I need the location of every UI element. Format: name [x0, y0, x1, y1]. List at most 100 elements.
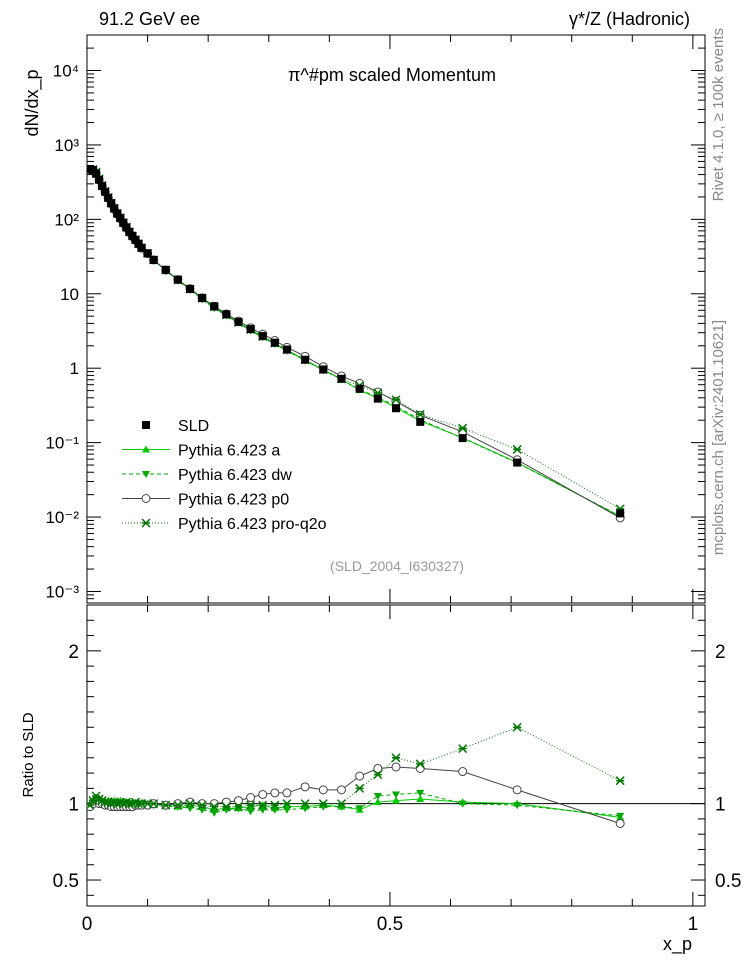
source-label: mcplots.cern.ch [arXiv:2401.10621] [710, 320, 727, 555]
sld-data-point [125, 227, 134, 236]
ratio-series-point [246, 800, 256, 810]
main-plot-frame [86, 34, 706, 604]
main-series-point [391, 396, 401, 406]
ratio-series-point [373, 798, 382, 806]
sld-data-point [616, 509, 625, 518]
ratio-series-point [282, 799, 292, 809]
sld-data-point [143, 249, 152, 258]
sld-data-point [373, 394, 382, 403]
sld-data-point [337, 374, 346, 383]
ratio-series-point [458, 744, 468, 754]
ratio-axis-ticks: 0.5 0.5 1 1 2 2 0 0.5 1 [53, 605, 741, 935]
ratio-series-point [416, 789, 425, 797]
y-tick-label: 10⁻¹ [45, 434, 79, 453]
main-series-point [391, 395, 401, 405]
ratio-series-point [336, 799, 347, 809]
sld-data-point [198, 293, 207, 302]
sld-data-point [270, 338, 279, 347]
ratio-series-point [198, 806, 207, 814]
ratio-y-tick-label: 1 [68, 795, 79, 816]
ratio-series-point [221, 802, 231, 812]
main-plot-panel: 10⁻³ 10⁻² 10⁻¹ 1 10 10² 10³ 10⁴ π^#pm scaled Mo… [22, 34, 706, 604]
ratio-y-tick-label: 0.5 [53, 871, 79, 892]
sld-data-point [355, 384, 364, 393]
ratio-series-point [300, 799, 310, 809]
y-tick-label: 10⁴ [53, 62, 79, 81]
y-tick-label: 10⁻² [45, 508, 79, 527]
ratio-y-tick-label-right: 0.5 [715, 871, 741, 892]
main-y-label: dN/dx_p [22, 69, 43, 136]
ratio-series-point [270, 800, 280, 810]
main-series-line [89, 168, 621, 517]
ratio-series-point [197, 799, 207, 809]
ratio-series-point [355, 783, 365, 793]
ratio-series-point [415, 759, 425, 769]
ratio-series-point [301, 805, 310, 813]
ratio-series-point [149, 799, 159, 809]
sld-data-point [95, 175, 104, 184]
ratio-series-point [373, 792, 382, 800]
ratio-series-point [392, 791, 400, 799]
ratio-series-point [282, 806, 291, 814]
ratio-series-point [391, 753, 401, 763]
ratio-series-point [185, 799, 195, 809]
main-axis-ticks: 10⁻³ 10⁻² 10⁻¹ 1 10 10² 10³ 10⁴ [45, 34, 705, 604]
legend-marker [142, 421, 150, 429]
ratio-series-point [197, 800, 207, 810]
sld-data-point [234, 317, 243, 326]
sld-data-point [98, 182, 107, 191]
ratio-series-point [246, 793, 256, 803]
sld-data-point [210, 302, 219, 311]
main-series-point [512, 444, 522, 454]
ratio-series-point [185, 797, 195, 807]
sld-data-point [513, 458, 522, 467]
ratio-series-point [270, 806, 279, 814]
legend-entry: Pythia 6.423 pro-q2o [178, 516, 327, 533]
y-tick-label: 10 [60, 285, 79, 304]
ratio-series-point [282, 788, 292, 798]
legend-marker [142, 471, 150, 478]
sld-data-point [186, 284, 194, 293]
sld-data-point [282, 345, 291, 354]
ratio-series-point [416, 795, 425, 803]
ratio-series-point [355, 771, 365, 781]
ratio-series-point [373, 763, 383, 773]
ratio-series-point [210, 809, 219, 817]
ratio-series-point [246, 808, 255, 816]
sld-data-point [258, 332, 267, 341]
legend: SLD Pythia 6.423 a Pythia 6.423 dw Pythia 6… [122, 418, 327, 533]
y-tick-label: 10² [54, 210, 79, 229]
sld-data-point [101, 187, 110, 196]
ratio-series-point [615, 818, 625, 828]
sld-data-point [116, 214, 125, 223]
main-series-line [89, 168, 621, 517]
sld-data-point [107, 199, 116, 208]
ratio-series-point [458, 767, 468, 777]
main-series [87, 164, 625, 523]
ratio-y-label: Ratio to SLD [20, 712, 37, 797]
ratio-series-point [318, 785, 328, 795]
ratio-series-point [270, 788, 280, 798]
sld-data-point [113, 209, 122, 218]
ratio-series-point [318, 799, 328, 809]
main-series-line [90, 168, 621, 510]
ratio-series-point [392, 796, 400, 804]
legend-marker [142, 445, 150, 453]
y-tick-label: 10⁻³ [45, 582, 79, 601]
ratio-series [87, 722, 705, 828]
sld-data-point [104, 193, 113, 202]
ratio-series-line [89, 726, 621, 808]
ratio-series-point [616, 812, 625, 820]
sld-data-point [301, 355, 310, 364]
ratio-series-point [161, 800, 171, 810]
energy-label: 91.2 GeV ee [99, 9, 200, 29]
main-series-point [458, 423, 468, 433]
ratio-series-point [300, 782, 310, 792]
legend-entry: Pythia 6.423 p0 [178, 492, 289, 509]
sld-data-point [128, 231, 137, 240]
sld-data-point [161, 265, 170, 274]
ratio-series-point [373, 770, 383, 780]
ratio-series-point [336, 785, 346, 795]
ratio-series-point [233, 802, 244, 812]
